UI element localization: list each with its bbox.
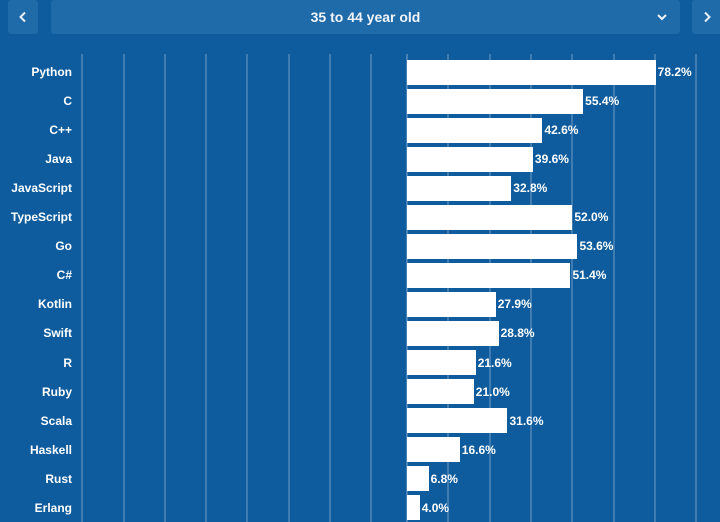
bar bbox=[407, 233, 578, 259]
data-label: 31.6% bbox=[509, 413, 544, 428]
category-label: Kotlin bbox=[38, 297, 72, 312]
data-label: 39.6% bbox=[534, 152, 569, 167]
category-label: Go bbox=[55, 239, 72, 254]
data-label: 51.4% bbox=[572, 268, 607, 283]
category-label: C# bbox=[56, 268, 72, 283]
data-label: 6.8% bbox=[430, 471, 458, 486]
age-group-label: 35 to 44 year old bbox=[310, 9, 421, 25]
chevron-down-icon bbox=[657, 14, 667, 21]
category-label: Erlang bbox=[34, 500, 72, 515]
category-label: R bbox=[63, 355, 72, 370]
data-label: 4.0% bbox=[421, 500, 450, 515]
data-label: 16.6% bbox=[461, 442, 496, 457]
next-group-button[interactable] bbox=[692, 0, 720, 34]
data-label: 27.9% bbox=[497, 297, 532, 312]
data-label: 53.6% bbox=[579, 239, 614, 254]
data-label: 78.2% bbox=[657, 65, 692, 79]
bar bbox=[407, 88, 584, 114]
data-label: 32.8% bbox=[513, 181, 548, 196]
bar bbox=[407, 350, 476, 375]
category-label: Ruby bbox=[42, 384, 72, 399]
category-label: Swift bbox=[43, 326, 72, 341]
data-label: 55.4% bbox=[585, 94, 620, 109]
category-label: Rust bbox=[45, 471, 72, 486]
data-label: 52.0% bbox=[574, 210, 609, 225]
data-label: 28.8% bbox=[500, 326, 535, 341]
category-label: Java bbox=[45, 152, 72, 167]
chevron-left-icon bbox=[19, 11, 26, 23]
bar bbox=[407, 262, 571, 288]
bar bbox=[407, 146, 533, 172]
bar-chart: Python 78.2% C 55.4% C++ 42.6% Java 39.6% JavaSc… bbox=[0, 40, 720, 522]
bar bbox=[407, 204, 573, 230]
category-label: C++ bbox=[49, 123, 72, 138]
data-label: 42.6% bbox=[544, 123, 579, 138]
category-label: Python bbox=[31, 65, 72, 79]
bar bbox=[407, 175, 512, 201]
category-label: Scala bbox=[40, 413, 72, 428]
bar bbox=[407, 59, 656, 85]
data-label: 21.6% bbox=[477, 355, 512, 370]
data-label: 21.0% bbox=[475, 384, 510, 399]
bar bbox=[407, 437, 460, 463]
chevron-right-icon bbox=[704, 11, 711, 23]
bar bbox=[407, 379, 474, 405]
previous-group-button[interactable] bbox=[8, 0, 38, 34]
top-bar: 35 to 44 year old bbox=[0, 0, 720, 40]
category-label: JavaScript bbox=[11, 181, 72, 196]
bar bbox=[407, 320, 499, 346]
bar bbox=[407, 117, 543, 143]
category-label: C bbox=[63, 94, 72, 109]
category-label: TypeScript bbox=[10, 210, 72, 225]
bar bbox=[407, 495, 420, 521]
category-label: Haskell bbox=[29, 442, 72, 457]
bar bbox=[407, 408, 508, 434]
chart-gridlines bbox=[81, 54, 697, 522]
bar bbox=[407, 466, 429, 492]
bar bbox=[407, 291, 496, 317]
age-group-dropdown[interactable]: 35 to 44 year old bbox=[51, 0, 680, 34]
